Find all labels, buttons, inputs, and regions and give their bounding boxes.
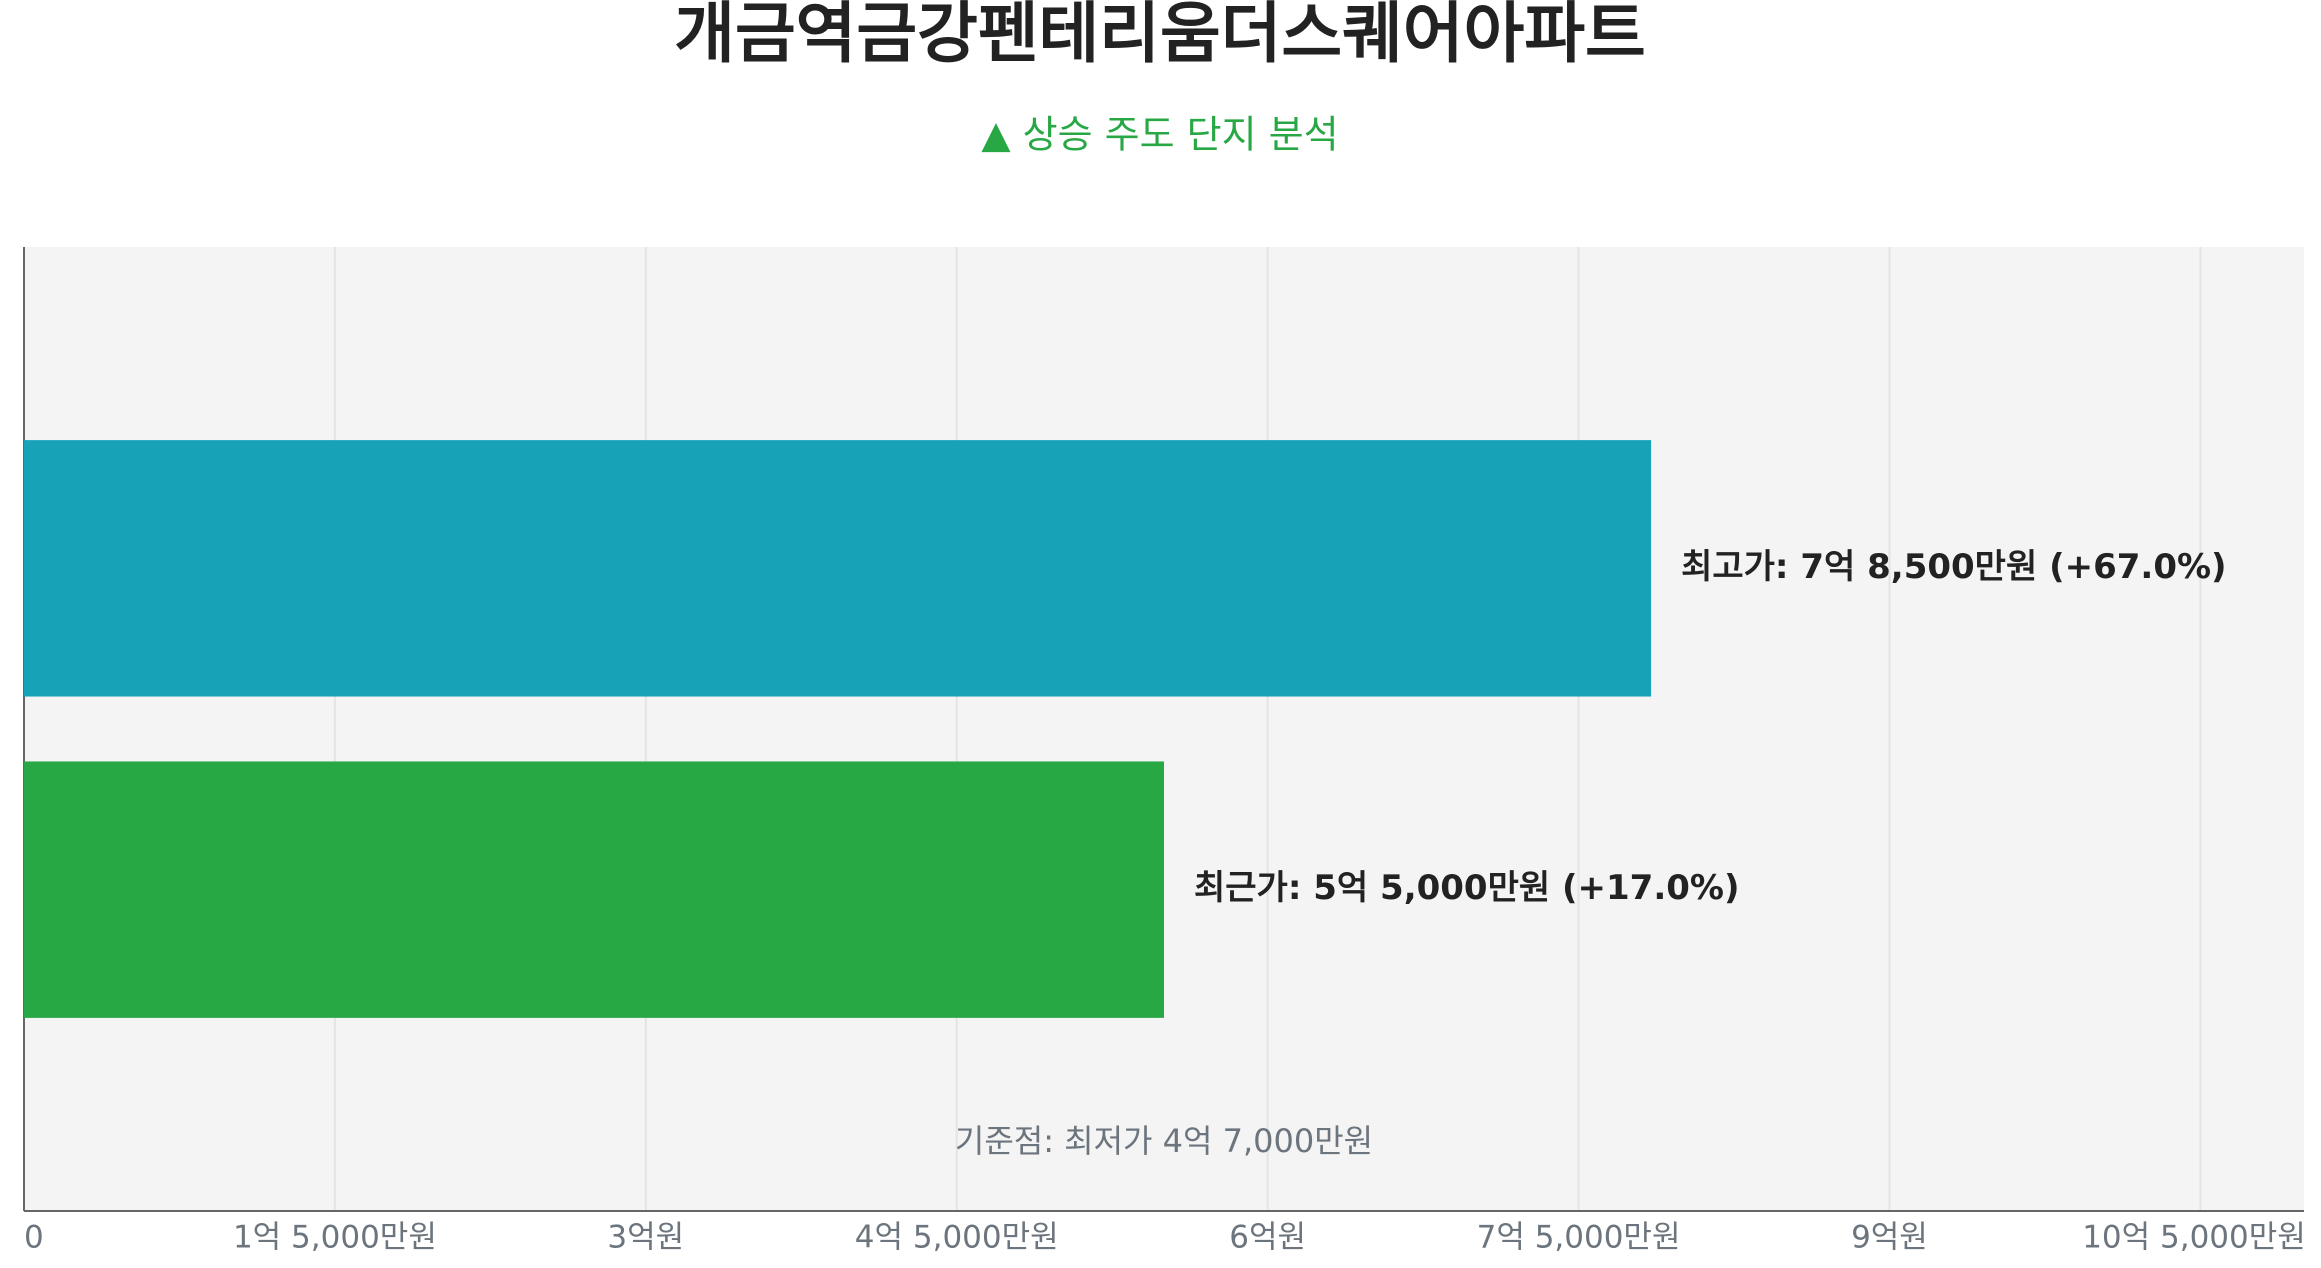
- x-tick-label: 4억 5,000만원: [855, 1220, 1059, 1256]
- x-tick-label: 10억 5,000만원: [2082, 1220, 2306, 1256]
- bar: [24, 761, 1164, 1018]
- x-tick-label: 1억 5,000만원: [233, 1220, 437, 1256]
- annotation: 기준점: 최저가 4억 7,000만원: [955, 1122, 1373, 1160]
- x-tick-label: 3억원: [607, 1220, 684, 1256]
- x-tick-label: 9억원: [1851, 1220, 1928, 1256]
- bar: [24, 440, 1652, 697]
- x-tick-label: 7억 5,000만원: [1477, 1220, 1681, 1256]
- x-tick-label: 6억원: [1229, 1220, 1306, 1256]
- x-tick-label: 0: [24, 1220, 44, 1256]
- data-label: 최근가: 5억 5,000만원 (+17.0%): [1194, 868, 1740, 908]
- data-label: 최고가: 7억 8,500만원 (+67.0%): [1681, 547, 2227, 587]
- plot-background: [24, 247, 2304, 1211]
- chart-subtitle: ▲ 상승 주도 단지 분석: [981, 113, 1338, 157]
- chart-title: 개금역금강펜테리움더스퀘어아파트: [674, 0, 1646, 72]
